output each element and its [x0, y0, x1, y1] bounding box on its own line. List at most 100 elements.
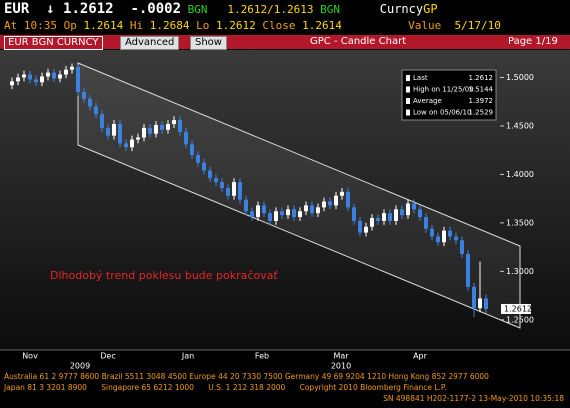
candle-body — [46, 72, 50, 77]
candle-body — [34, 79, 38, 83]
candle-body — [106, 127, 110, 136]
label: Op — [63, 19, 77, 32]
y-tick-label: 1.4000 — [506, 170, 534, 179]
candle-body — [484, 298, 488, 309]
candle-body — [76, 66, 80, 92]
value: 1.2614 — [83, 19, 124, 32]
candle-body — [40, 76, 44, 83]
x-tick-label: Dec — [100, 352, 115, 361]
candle-body — [364, 226, 368, 233]
candle-body — [418, 209, 422, 218]
candle-body — [52, 72, 56, 79]
candle-body — [274, 211, 278, 221]
candle-body — [430, 228, 434, 237]
y-tick-label: 1.3500 — [506, 218, 534, 227]
trend-channel — [77, 62, 521, 329]
candle-body — [142, 127, 146, 138]
candle-body — [238, 182, 242, 200]
label: Value — [408, 19, 442, 32]
legend-value: 1.2612 — [469, 74, 494, 82]
candle-body — [412, 203, 416, 210]
y-tick-label: 1.5000 — [506, 73, 534, 82]
candle-body — [388, 213, 392, 221]
candle-body — [334, 195, 338, 206]
candle-body — [82, 91, 86, 99]
legend-marker — [406, 86, 410, 93]
candle-body — [268, 213, 272, 221]
last-price-label: 1.2612 — [504, 304, 532, 313]
legend-label: High on 11/25/09 — [413, 86, 474, 94]
security-box[interactable]: EUR BGN CURNCY — [4, 36, 103, 50]
footer-line: Australia 61 2 9777 8600 Brazil 5511 304… — [4, 372, 489, 381]
candle-body — [298, 211, 302, 218]
candle-body — [244, 199, 248, 212]
y-tick-label: 1.4500 — [506, 121, 534, 130]
candle-body — [184, 131, 188, 145]
screen-title: GPC - Candle Chart — [310, 36, 407, 47]
candle-body — [154, 124, 158, 134]
candle-body — [406, 203, 410, 216]
candle-body — [262, 205, 266, 214]
legend-value: 1.5144 — [469, 86, 494, 94]
advanced-button[interactable]: Advanced — [120, 36, 180, 50]
candle-body — [112, 123, 116, 136]
candle-body — [310, 205, 314, 214]
ticker: EUR — [4, 1, 30, 17]
candle-body — [136, 137, 140, 140]
candle-body — [316, 207, 320, 214]
candle-body — [64, 69, 68, 75]
candle-body — [436, 236, 440, 243]
candle-body — [202, 162, 206, 171]
time: At 10:35 — [4, 19, 57, 32]
candle-body — [196, 155, 200, 163]
x-year-label: 2009 — [70, 362, 90, 371]
legend-label: Average — [413, 97, 442, 105]
label: Lo — [196, 19, 210, 32]
value: 1.2612 — [215, 19, 256, 32]
candle-body — [118, 123, 122, 144]
candle-body — [382, 213, 386, 221]
y-tick-label: 1.2500 — [506, 315, 534, 324]
change: -.0002 — [130, 1, 182, 17]
date: 5/17/10 — [454, 19, 501, 32]
candle-body — [394, 209, 398, 221]
candle-body — [208, 170, 212, 179]
legend-label: Low on 05/06/10 — [413, 109, 471, 117]
candle-body — [304, 205, 308, 212]
candle-body — [376, 218, 380, 221]
x-tick-label: Feb — [255, 352, 269, 361]
candle-body — [280, 211, 284, 216]
label: Close — [262, 19, 296, 32]
show-button[interactable]: Show — [190, 36, 227, 50]
footer-line: SN 498841 H202-1177-2 13-May-2010 10:35:… — [383, 394, 564, 403]
candle-body — [346, 191, 350, 208]
annotation: Dlhodobý trend poklesu bude pokračovať — [50, 269, 278, 282]
legend-marker — [406, 98, 410, 104]
x-year-label: 2010 — [331, 362, 351, 371]
candle-body — [124, 143, 128, 148]
candle-body — [10, 81, 14, 86]
candle-body — [88, 98, 92, 107]
candle-body — [22, 74, 26, 78]
candle-body — [328, 201, 332, 206]
candle-body — [250, 211, 254, 218]
candle-body — [130, 139, 134, 148]
candle-body — [70, 66, 74, 70]
candle-body — [160, 124, 164, 130]
legend-box — [401, 69, 497, 121]
legend-label: Last — [413, 74, 428, 82]
security: Curncy — [379, 2, 424, 16]
legend-marker — [406, 109, 410, 116]
candle-body — [340, 191, 344, 196]
candle-body — [28, 74, 32, 80]
candle-body — [226, 187, 230, 196]
legend-value: 1.2529 — [469, 109, 494, 117]
candle-body — [172, 120, 176, 124]
label: Hi — [129, 19, 144, 32]
candle-body — [58, 74, 62, 79]
value: 1.2614 — [302, 19, 342, 32]
chart: Dlhodobý trend poklesu bude pokračovať 1… — [0, 50, 570, 370]
candle-body — [352, 207, 356, 221]
candle-body — [460, 240, 464, 254]
candle-body — [424, 217, 428, 229]
